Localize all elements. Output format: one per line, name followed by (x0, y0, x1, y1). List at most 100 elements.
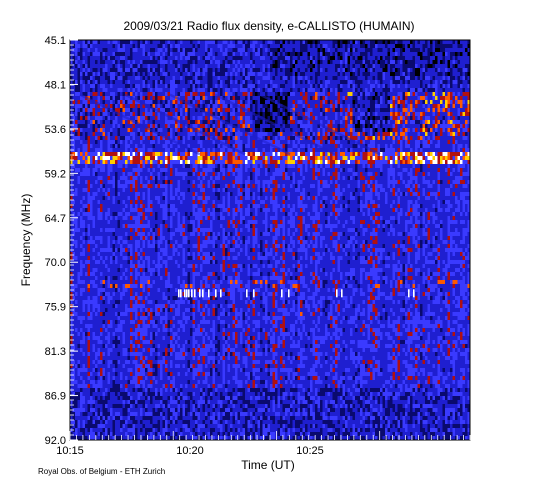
heatmap-cell (295, 160, 298, 165)
heatmap-cell (142, 96, 146, 101)
heatmap-cell (102, 156, 106, 161)
heatmap-cell (320, 76, 323, 81)
heatmap-cell (257, 96, 261, 101)
heatmap-cell (80, 104, 83, 109)
heatmap-cell (317, 68, 321, 73)
heatmap-cell (427, 108, 431, 113)
heatmap-cell (165, 100, 168, 105)
heatmap-cell (137, 148, 141, 153)
heatmap-cell (75, 52, 78, 57)
heatmap-cell (290, 72, 293, 77)
heatmap-cell (145, 156, 148, 161)
heatmap-cell (445, 72, 448, 77)
heatmap-cell (265, 44, 268, 49)
heatmap-cell (190, 112, 193, 117)
heatmap-cell (172, 40, 176, 45)
heatmap-cell (342, 132, 346, 137)
heatmap-cell (112, 44, 116, 49)
heatmap-cell (280, 72, 283, 77)
heatmap-cell (390, 136, 393, 141)
heatmap-cell (187, 64, 191, 69)
heatmap-cell (205, 44, 208, 49)
heatmap-cell (305, 48, 308, 53)
heatmap-cell (170, 40, 173, 45)
heatmap-cell (442, 60, 446, 65)
heatmap-cell (102, 136, 106, 141)
heatmap-cell (285, 120, 288, 125)
heatmap-cell (272, 84, 276, 89)
heatmap-cell (435, 148, 438, 153)
heatmap-cell (142, 64, 146, 69)
heatmap-cell (255, 132, 258, 137)
heatmap-cell (437, 132, 441, 137)
heatmap-cell (115, 116, 118, 121)
heatmap-cell (135, 144, 138, 149)
heatmap-cell (377, 44, 381, 49)
heatmap-cell (177, 92, 181, 97)
heatmap-cell (205, 72, 208, 77)
heatmap-cell (445, 80, 448, 85)
heatmap-cell (100, 100, 103, 105)
heatmap-cell (437, 76, 441, 81)
heatmap-cell (327, 84, 331, 89)
heatmap-cell (97, 160, 101, 165)
heatmap-cell (447, 72, 451, 77)
heatmap-cell (325, 144, 328, 149)
heatmap-cell (432, 68, 436, 73)
heatmap-cell (435, 48, 438, 53)
heatmap-cell (250, 80, 253, 85)
heatmap-cell (147, 92, 151, 97)
heatmap-cell (290, 88, 293, 93)
heatmap-cell (225, 64, 228, 69)
heatmap-cell (307, 128, 311, 133)
heatmap-cell (450, 84, 453, 89)
heatmap-cell (447, 128, 451, 133)
heatmap-cell (127, 140, 131, 145)
heatmap-cell (327, 116, 331, 121)
heatmap-cell (385, 152, 388, 157)
heatmap-cell (150, 116, 153, 121)
heatmap-cell (450, 104, 453, 109)
heatmap-cell (385, 40, 388, 45)
heatmap-cell (267, 72, 271, 77)
heatmap-cell (312, 52, 316, 57)
heatmap-cell (185, 76, 188, 81)
heatmap-cell (220, 44, 223, 49)
heatmap-cell (207, 156, 211, 161)
heatmap-cell (262, 132, 266, 137)
heatmap-cell (127, 128, 131, 133)
heatmap-cell (322, 132, 326, 137)
heatmap-cell (80, 152, 83, 157)
heatmap-cell (217, 104, 221, 109)
heatmap-cell (102, 80, 106, 85)
heatmap-cell (352, 40, 356, 45)
heatmap-cell (147, 116, 151, 121)
heatmap-cell (155, 128, 158, 133)
heatmap-cell (325, 104, 328, 109)
heatmap-cell (467, 72, 470, 77)
heatmap-cell (240, 92, 243, 97)
heatmap-cell (462, 84, 466, 89)
heatmap-cell (377, 124, 381, 129)
heatmap-cell (127, 108, 131, 113)
heatmap-cell (87, 108, 91, 113)
heatmap-cell (122, 84, 126, 89)
heatmap-cell (287, 112, 291, 117)
heatmap-cell (112, 116, 116, 121)
heatmap-cell (107, 60, 111, 65)
heatmap-cell (407, 128, 411, 133)
heatmap-cell (187, 56, 191, 61)
heatmap-cell (410, 124, 413, 129)
heatmap-cell (432, 80, 436, 85)
heatmap-cell (97, 124, 101, 129)
heatmap-cell (162, 48, 166, 53)
heatmap-cell (282, 144, 286, 149)
heatmap-cell (110, 40, 113, 45)
heatmap-cell (282, 132, 286, 137)
heatmap-cell (297, 100, 301, 105)
heatmap-cell (122, 160, 126, 165)
heatmap-cell (270, 104, 273, 109)
heatmap-cell (415, 100, 418, 105)
heatmap-cell (165, 44, 168, 49)
heatmap-cell (185, 40, 188, 45)
